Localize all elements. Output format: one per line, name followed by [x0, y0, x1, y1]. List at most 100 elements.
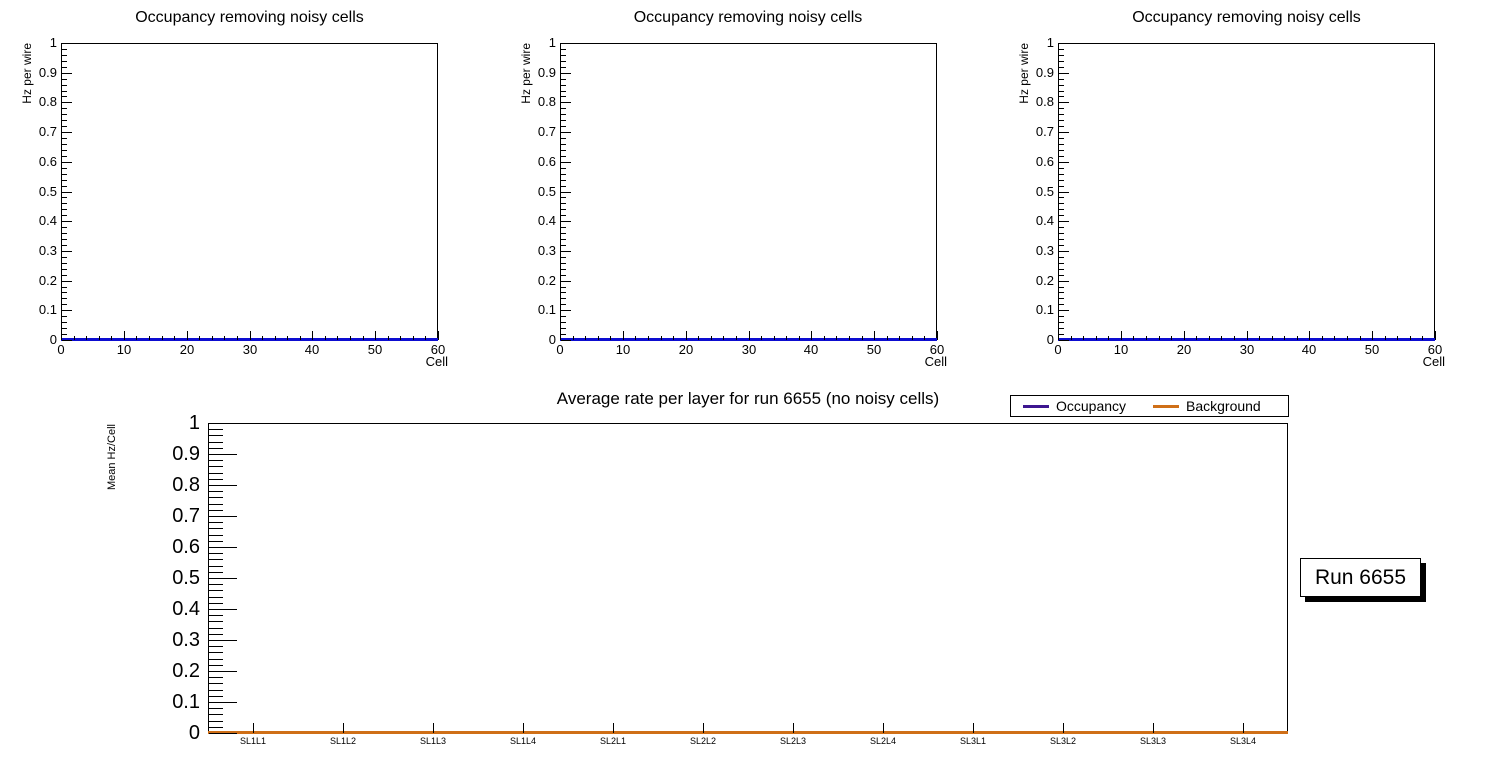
legend-line-occupancy [1023, 404, 1049, 408]
y-tick-label: 0.6 [1035, 154, 1054, 169]
y-major-tick [1059, 251, 1069, 252]
x-major-tick [811, 331, 812, 340]
y-minor-tick [62, 96, 67, 97]
y-minor-tick [62, 298, 67, 299]
y-minor-tick [1059, 85, 1064, 86]
x-tick-label: SL3L2 [1049, 736, 1077, 746]
y-minor-tick [1059, 156, 1064, 157]
y-tick-label: 0.7 [38, 124, 57, 139]
x-minor-tick [723, 336, 724, 340]
x-minor-tick [199, 336, 200, 340]
y-minor-tick [561, 144, 566, 145]
x-minor-tick [849, 336, 850, 340]
y-minor-tick [62, 168, 67, 169]
y-major-tick [1059, 281, 1069, 282]
y-minor-tick [209, 510, 223, 511]
y-tick-label: 0.4 [1035, 213, 1054, 228]
y-minor-tick [62, 227, 67, 228]
y-minor-tick [1059, 233, 1064, 234]
y-minor-tick [561, 180, 566, 181]
y-tick-label: 0.6 [537, 154, 556, 169]
y-tick-label: 0.9 [1035, 65, 1054, 80]
x-major-tick [124, 331, 125, 340]
y-minor-tick [209, 714, 223, 715]
y-minor-tick [561, 67, 566, 68]
y-tick-label: 0.3 [172, 629, 200, 651]
y-minor-tick [1059, 263, 1064, 264]
y-minor-tick [62, 150, 67, 151]
y-tick-label: 0.8 [38, 94, 57, 109]
y-minor-tick [561, 174, 566, 175]
y-tick-label: 0.2 [38, 273, 57, 288]
y-major-tick [62, 281, 72, 282]
x-minor-tick [761, 336, 762, 340]
plot-title: Occupancy removing noisy cells [1132, 9, 1361, 26]
y-minor-tick [561, 96, 566, 97]
y-minor-tick [62, 269, 67, 270]
x-minor-tick [212, 336, 213, 340]
y-minor-tick [209, 659, 223, 660]
y-major-tick [561, 73, 571, 74]
x-major-tick [703, 723, 704, 733]
y-tick-label: 0.9 [172, 443, 200, 465]
y-minor-tick [1059, 304, 1064, 305]
y-minor-tick [561, 49, 566, 50]
y-minor-tick [62, 144, 67, 145]
y-minor-tick [561, 79, 566, 80]
x-major-tick [253, 723, 254, 733]
y-minor-tick [62, 108, 67, 109]
y-minor-tick [561, 120, 566, 121]
y-minor-tick [1059, 174, 1064, 175]
x-tick-label: 30 [242, 342, 258, 357]
y-tick-label: 0.6 [172, 536, 200, 558]
y-tick-label: 0.9 [38, 65, 57, 80]
y-major-tick [561, 340, 571, 341]
plot-title: Occupancy removing noisy cells [135, 9, 364, 26]
y-minor-tick [561, 61, 566, 62]
y-minor-tick [561, 126, 566, 127]
y-major-tick [62, 132, 72, 133]
y-minor-tick [1059, 257, 1064, 258]
y-minor-tick [62, 67, 67, 68]
y-minor-tick [561, 85, 566, 86]
x-tick-label: 40 [1301, 342, 1317, 357]
y-minor-tick [209, 442, 223, 443]
x-minor-tick [1096, 336, 1097, 340]
x-minor-tick [136, 336, 137, 340]
y-minor-tick [1059, 150, 1064, 151]
y-major-tick [62, 102, 72, 103]
x-minor-tick [425, 336, 426, 340]
x-tick-label: 40 [304, 342, 320, 357]
y-major-tick [561, 192, 571, 193]
x-major-tick [883, 723, 884, 733]
x-minor-tick [673, 336, 674, 340]
y-major-tick [62, 310, 72, 311]
y-minor-tick [209, 615, 223, 616]
y-tick-label: 0.5 [537, 184, 556, 199]
y-minor-tick [561, 239, 566, 240]
y-minor-tick [62, 197, 67, 198]
y-tick-label: 1 [1046, 35, 1054, 50]
x-minor-tick [413, 336, 414, 340]
y-minor-tick [62, 126, 67, 127]
x-tick-label: 20 [1176, 342, 1192, 357]
y-minor-tick [62, 209, 67, 210]
x-tick-label: SL2L4 [869, 736, 897, 746]
x-minor-tick [824, 336, 825, 340]
y-major-tick [62, 251, 72, 252]
y-minor-tick [209, 504, 223, 505]
y-tick-label: 0.1 [172, 691, 200, 713]
y-tick-label: 0.1 [1035, 302, 1054, 317]
plot-title: Average rate per layer for run 6655 (no … [556, 389, 940, 408]
x-minor-tick [237, 336, 238, 340]
x-minor-tick [1297, 336, 1298, 340]
y-minor-tick [209, 708, 223, 709]
x-minor-tick [1334, 336, 1335, 340]
y-major-tick [62, 73, 72, 74]
y-minor-tick [1059, 227, 1064, 228]
y-minor-tick [209, 690, 223, 691]
y-minor-tick [209, 683, 223, 684]
y-minor-tick [62, 186, 67, 187]
y-minor-tick [209, 435, 223, 436]
y-tick-label: 0.7 [537, 124, 556, 139]
